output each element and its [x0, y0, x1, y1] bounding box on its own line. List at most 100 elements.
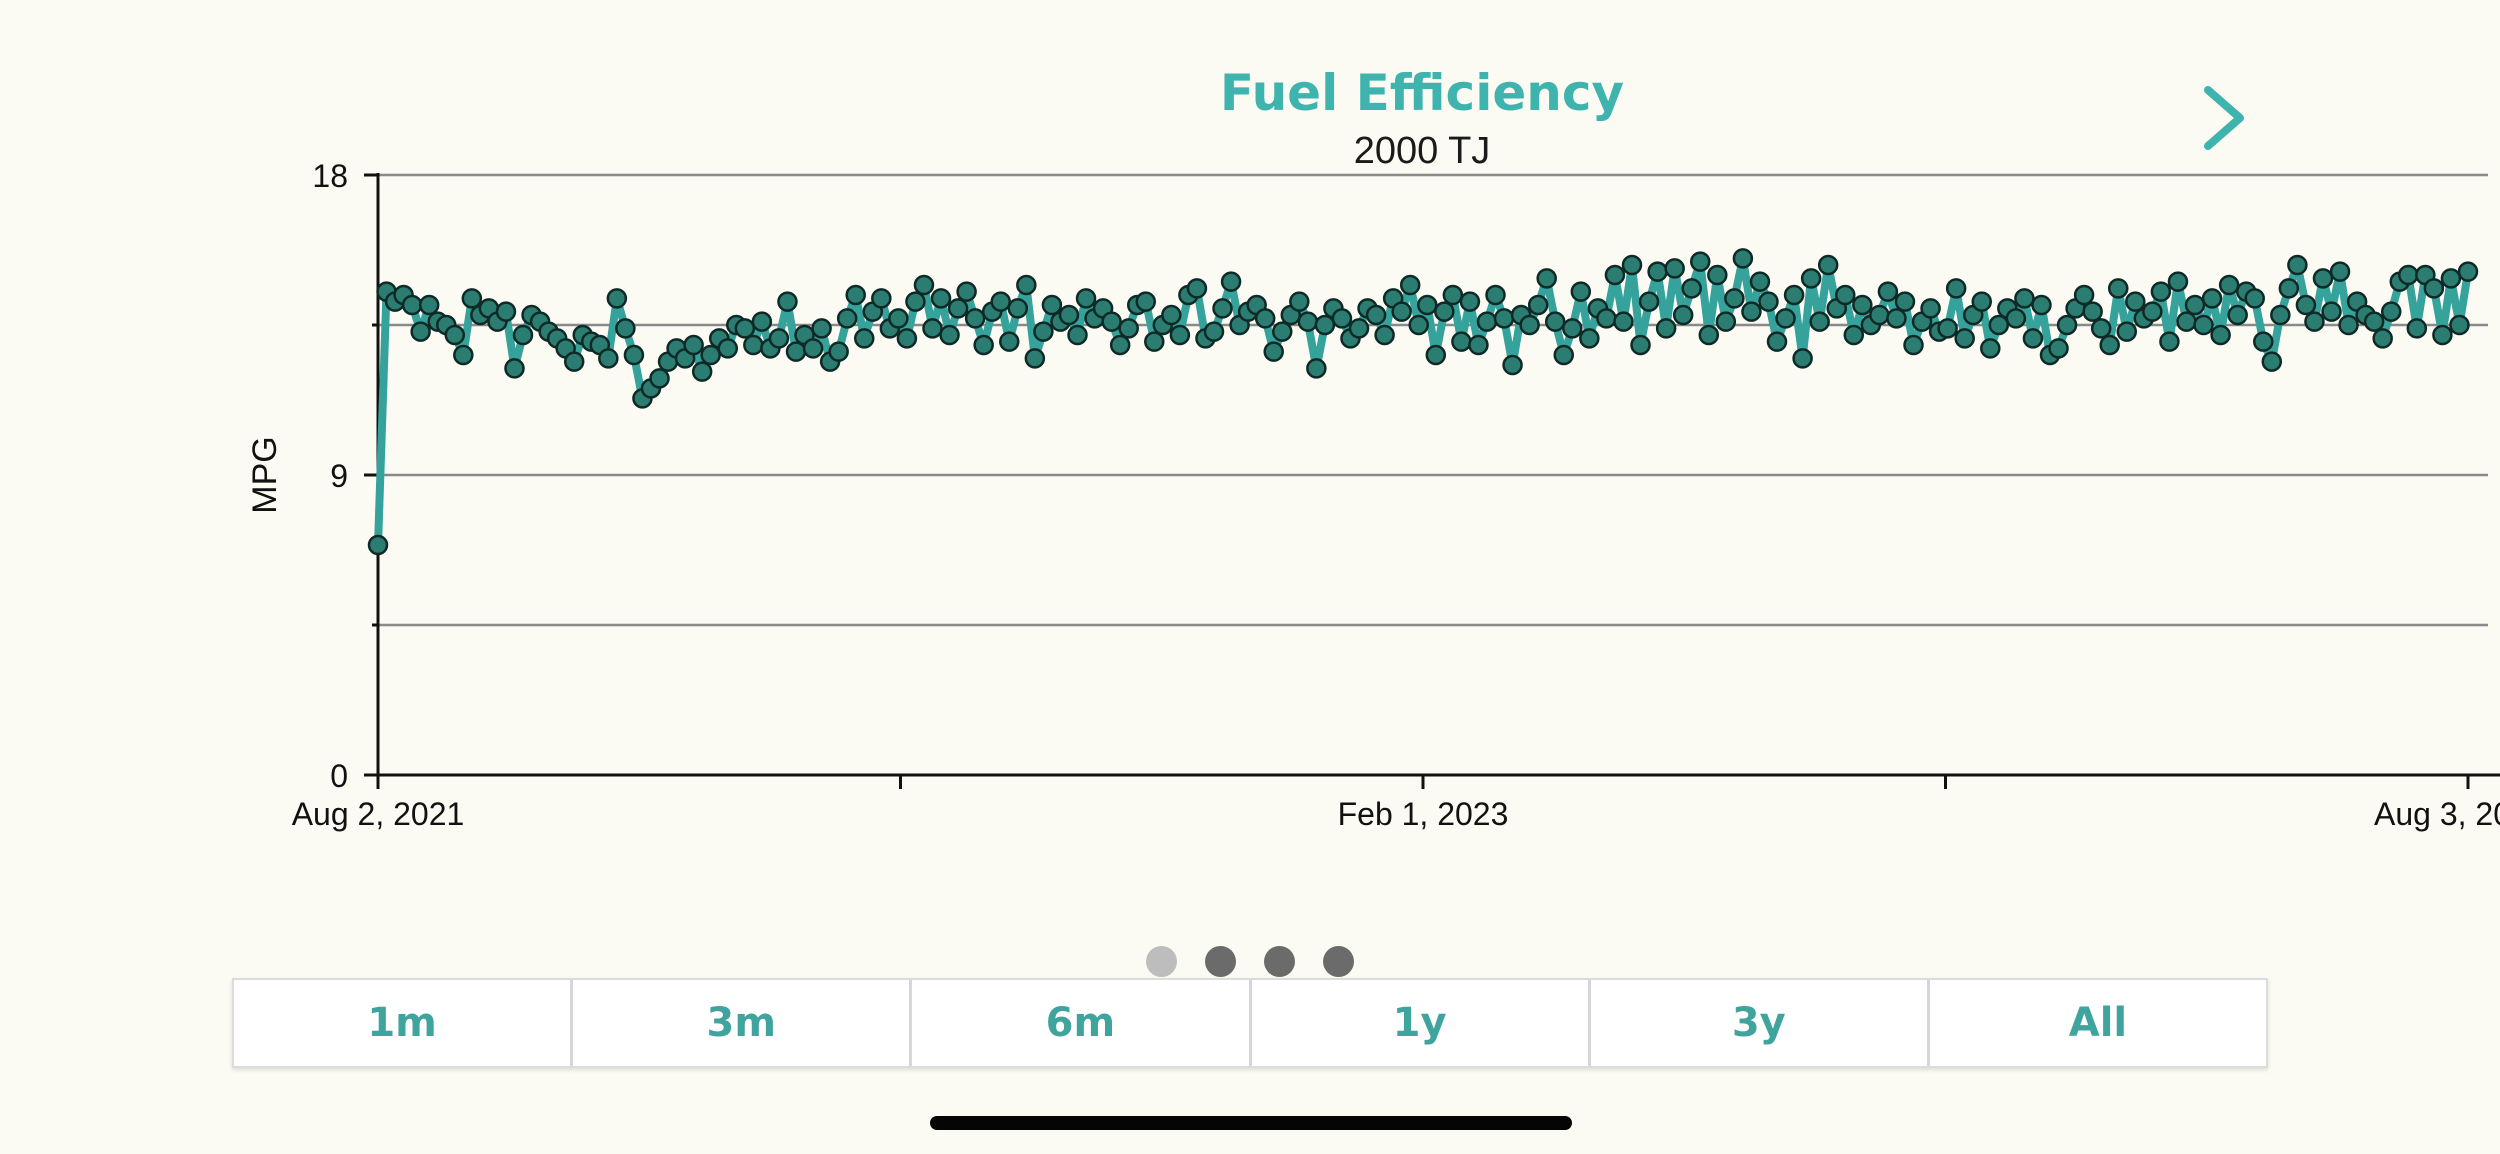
- range-6m-button[interactable]: 6m: [912, 980, 1252, 1066]
- data-point: [1707, 264, 1728, 286]
- data-point: [1101, 311, 1122, 332]
- data-point: [930, 288, 952, 309]
- data-point: [512, 324, 534, 346]
- data-point: [691, 361, 713, 382]
- data-point: [1877, 281, 1899, 302]
- data-point: [2423, 278, 2445, 299]
- data-point: [2363, 311, 2385, 332]
- page-dot-4[interactable]: [1323, 946, 1354, 977]
- data-point: [1314, 314, 1336, 336]
- data-point: [1434, 301, 1455, 322]
- data-point: [1579, 328, 1600, 349]
- data-point: [453, 344, 474, 366]
- data-point: [1647, 261, 1668, 282]
- data-point: [2210, 324, 2231, 346]
- data-point: [2048, 338, 2069, 359]
- data-point: [1519, 314, 1540, 336]
- data-point: [1212, 298, 1233, 319]
- range-1m-button[interactable]: 1m: [234, 980, 574, 1066]
- data-point: [2449, 314, 2470, 336]
- data-point: [623, 344, 645, 366]
- data-point: [777, 291, 798, 312]
- next-chart-button[interactable]: [2190, 78, 2260, 158]
- data-point: [1792, 348, 1813, 369]
- data-point: [2278, 278, 2300, 299]
- data-point: [2295, 294, 2317, 316]
- data-point: [1698, 324, 1720, 346]
- data-point: [598, 348, 619, 369]
- data-point: [1144, 331, 1165, 352]
- data-point: [1067, 324, 1088, 346]
- data-point: [1954, 328, 1975, 349]
- data-point: [1638, 291, 1660, 312]
- y-tick-label: 0: [330, 758, 348, 794]
- data-point: [367, 534, 389, 556]
- data-point: [2167, 271, 2189, 292]
- data-point: [2193, 314, 2214, 336]
- data-point: [2329, 261, 2351, 282]
- data-point: [1289, 291, 1310, 312]
- data-point: [2270, 304, 2291, 326]
- data-point: [2321, 301, 2342, 322]
- data-point: [1493, 308, 1515, 329]
- data-point: [717, 338, 739, 359]
- data-point: [1971, 291, 1993, 312]
- data-point: [2159, 331, 2180, 352]
- data-point: [2398, 264, 2419, 286]
- data-point: [990, 291, 1011, 312]
- data-point: [2201, 288, 2223, 309]
- range-all-button[interactable]: All: [2068, 1000, 2128, 1046]
- data-point: [1007, 298, 1029, 319]
- data-point: [1306, 358, 1327, 379]
- data-point: [2125, 291, 2146, 312]
- data-point: [1604, 264, 1626, 286]
- data-point: [1732, 248, 1754, 269]
- data-point: [461, 288, 483, 309]
- data-point: [2304, 311, 2325, 332]
- data-point: [1033, 321, 1054, 342]
- fuel-efficiency-chart: 0 9 18 MPG Aug 2, 2021 Feb 1, 2023 Aug 3, 2024: [246, 158, 2500, 832]
- data-point: [2457, 261, 2479, 282]
- data-point: [913, 274, 935, 296]
- data-point: [1169, 324, 1191, 346]
- data-point: [836, 308, 858, 329]
- data-point: [1988, 314, 2010, 336]
- data-point: [905, 291, 926, 312]
- data-point: [1843, 324, 1865, 346]
- data-point: [2142, 301, 2163, 322]
- data-point: [1476, 311, 1498, 332]
- data-point: [1417, 294, 1438, 316]
- data-point: [1809, 311, 1830, 332]
- data-point: [785, 341, 807, 362]
- page-dot-2[interactable]: [1205, 946, 1236, 977]
- data-point: [845, 284, 866, 306]
- data-point: [700, 344, 721, 366]
- data-point: [734, 318, 756, 339]
- page-dot-1[interactable]: [1146, 946, 1177, 977]
- data-point: [939, 324, 960, 346]
- data-point: [1817, 254, 1839, 276]
- range-3m-button[interactable]: 3m: [573, 980, 913, 1066]
- data-point: [2287, 254, 2308, 276]
- data-point: [999, 331, 1020, 352]
- range-1y-button[interactable]: 1y: [1252, 980, 1591, 1066]
- data-point: [1980, 338, 2001, 359]
- data-point: [1570, 281, 1592, 302]
- data-point: [1220, 271, 1242, 292]
- data-point: [743, 334, 764, 356]
- data-point: [2253, 331, 2274, 352]
- data-point: [1741, 301, 1762, 322]
- range-3y-button[interactable]: 3y: [1591, 980, 1930, 1066]
- data-point: [947, 298, 969, 319]
- data-point: [2432, 324, 2453, 346]
- data-point: [1391, 301, 1412, 322]
- data-point: [1109, 334, 1131, 356]
- page-dot-3[interactable]: [1264, 946, 1295, 977]
- data-point: [2184, 294, 2206, 316]
- data-point: [1869, 304, 1890, 326]
- data-point: [1271, 321, 1293, 342]
- data-point: [2312, 268, 2334, 289]
- data-point: [1621, 254, 1643, 276]
- data-point: [2073, 284, 2095, 306]
- data-point: [1758, 291, 1779, 312]
